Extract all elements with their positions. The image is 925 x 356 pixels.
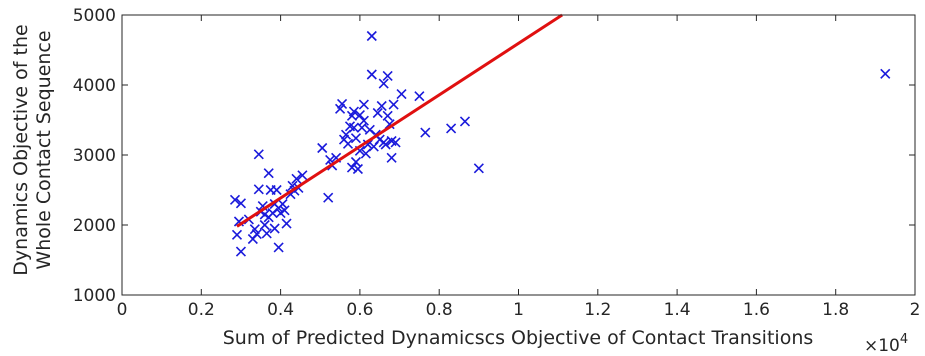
- x-axis-multiplier: ×104: [864, 332, 908, 356]
- x-tick-label: 1: [513, 300, 524, 320]
- data-point: [372, 107, 383, 119]
- y-axis-label: Dynamics Objective of the Whole Contact …: [10, 24, 55, 275]
- data-point: [350, 133, 362, 144]
- x-tick-label: 1.2: [584, 300, 611, 320]
- data-point: [356, 122, 367, 133]
- y-tick-label: 4000: [73, 76, 116, 96]
- x-tick-label: 1.6: [743, 300, 770, 320]
- data-point: [281, 218, 292, 229]
- data-point: [382, 110, 393, 121]
- data-point: [229, 194, 241, 205]
- y-tick-label: 2000: [73, 216, 116, 236]
- data-point: [420, 127, 431, 138]
- x-multiplier-base: ×10: [864, 336, 900, 356]
- x-tick-label: 2: [910, 300, 921, 320]
- data-point: [231, 229, 243, 240]
- y-tick-label: 3000: [73, 146, 116, 166]
- x-tick-label: 1.8: [822, 300, 849, 320]
- data-point: [348, 106, 360, 117]
- data-point: [384, 119, 395, 130]
- data-point: [279, 205, 290, 216]
- data-point: [386, 152, 397, 163]
- data-point: [253, 184, 264, 195]
- axes-frame: [121, 14, 916, 296]
- x-tick-label: 0: [117, 300, 128, 320]
- data-point: [354, 110, 365, 121]
- data-point: [390, 137, 401, 148]
- data-point: [273, 242, 284, 253]
- data-point: [366, 69, 377, 80]
- data-point: [473, 163, 484, 174]
- data-point: [259, 219, 270, 231]
- data-point: [297, 170, 308, 181]
- data-point: [261, 228, 272, 239]
- y-axis-label-line-2: Whole Contact Sequence: [33, 30, 55, 269]
- data-point: [323, 192, 334, 203]
- data-point: [291, 173, 302, 184]
- x-axis-ticks: 0 0.2 0.4 0.6 0.8 1 1.2 1.4 1.6 1.8 2: [117, 15, 921, 320]
- data-point: [376, 100, 387, 112]
- data-point: [277, 198, 288, 210]
- data-point: [336, 98, 348, 109]
- data-point: [446, 123, 457, 134]
- data-point: [251, 229, 262, 240]
- data-point: [380, 139, 391, 150]
- data-point: [378, 78, 389, 89]
- x-multiplier-exponent: 4: [900, 332, 908, 347]
- data-point: [350, 156, 362, 168]
- data-point: [235, 198, 247, 209]
- y-axis-label-line-1: Dynamics Objective of the: [10, 24, 32, 275]
- data-point: [253, 149, 264, 160]
- data-point: [342, 138, 354, 149]
- x-tick-label: 0.8: [426, 300, 453, 320]
- data-point: [366, 30, 377, 42]
- y-tick-label: 5000: [73, 6, 116, 26]
- plot-area: [229, 13, 891, 257]
- y-tick-label: 1000: [73, 286, 116, 306]
- data-point: [352, 163, 363, 175]
- data-point: [388, 99, 399, 110]
- data-point: [358, 99, 369, 110]
- data-point: [263, 168, 274, 179]
- fit-line: [236, 13, 563, 228]
- data-point: [346, 162, 358, 173]
- data-point: [396, 89, 407, 100]
- data-point: [235, 246, 247, 257]
- x-axis-label: Sum of Predicted Dynamicscs Objective of…: [223, 327, 814, 349]
- data-point: [317, 142, 328, 154]
- x-tick-label: 0.4: [267, 300, 294, 320]
- data-point: [459, 116, 471, 127]
- data-point: [348, 122, 360, 133]
- data-point: [271, 184, 282, 196]
- data-point: [414, 91, 425, 102]
- x-tick-label: 0.2: [188, 300, 215, 320]
- data-point: [358, 115, 369, 126]
- x-tick-label: 0.6: [346, 300, 373, 320]
- data-point: [880, 68, 891, 79]
- data-point: [382, 70, 393, 81]
- data-point: [269, 223, 280, 234]
- y-axis-ticks: 1000 2000 3000 4000 5000: [73, 6, 915, 306]
- x-tick-label: 1.4: [664, 300, 691, 320]
